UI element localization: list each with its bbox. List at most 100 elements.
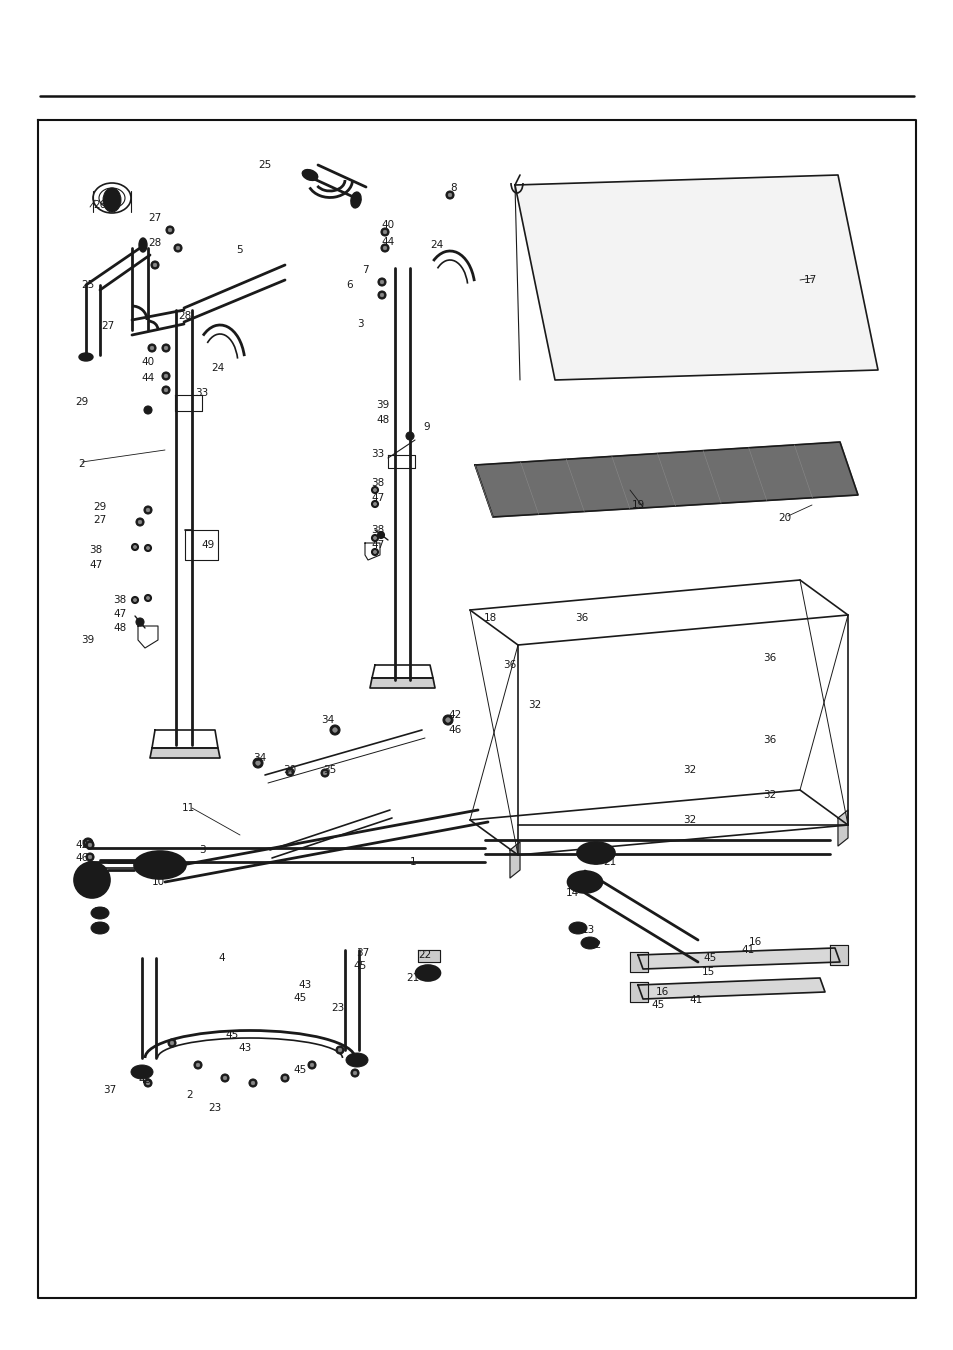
Polygon shape — [629, 952, 647, 972]
Circle shape — [286, 768, 294, 776]
Text: 45: 45 — [702, 953, 716, 963]
Circle shape — [335, 1046, 344, 1054]
Circle shape — [82, 869, 102, 890]
Circle shape — [406, 432, 414, 440]
Circle shape — [74, 863, 110, 898]
Polygon shape — [638, 948, 840, 969]
Circle shape — [371, 501, 378, 508]
Circle shape — [162, 386, 170, 394]
Text: 24: 24 — [430, 240, 443, 250]
Circle shape — [146, 508, 150, 512]
Circle shape — [164, 374, 168, 378]
Ellipse shape — [574, 875, 596, 890]
Circle shape — [383, 246, 386, 250]
Circle shape — [446, 190, 454, 198]
Text: 42: 42 — [75, 840, 89, 850]
Text: 19: 19 — [631, 500, 644, 510]
Text: 17: 17 — [802, 275, 816, 285]
Circle shape — [338, 1048, 341, 1052]
Circle shape — [380, 244, 389, 252]
Text: 10: 10 — [152, 878, 164, 887]
Text: 39: 39 — [81, 634, 94, 645]
Circle shape — [288, 771, 292, 774]
Text: 12: 12 — [93, 922, 107, 931]
Circle shape — [146, 408, 150, 412]
Circle shape — [86, 853, 94, 861]
Circle shape — [153, 263, 156, 267]
Text: 22: 22 — [418, 950, 431, 960]
Ellipse shape — [567, 871, 602, 892]
Ellipse shape — [133, 850, 186, 879]
Circle shape — [168, 228, 172, 232]
Text: 37: 37 — [103, 1085, 116, 1095]
Text: 48: 48 — [376, 414, 389, 425]
Circle shape — [351, 1069, 358, 1077]
Circle shape — [88, 844, 91, 846]
Ellipse shape — [577, 842, 615, 864]
Circle shape — [196, 1064, 199, 1066]
Text: 46: 46 — [448, 725, 461, 734]
Text: 32: 32 — [528, 701, 541, 710]
Circle shape — [380, 281, 383, 284]
Circle shape — [136, 518, 144, 526]
Text: 33: 33 — [195, 387, 209, 398]
Circle shape — [377, 278, 386, 286]
Circle shape — [86, 841, 94, 849]
Circle shape — [371, 486, 378, 494]
Text: 5: 5 — [236, 244, 243, 255]
Text: 45: 45 — [225, 1030, 238, 1040]
Text: 14: 14 — [565, 888, 578, 898]
Text: 38: 38 — [371, 525, 384, 535]
Polygon shape — [829, 945, 847, 965]
Text: 16: 16 — [655, 987, 668, 998]
Polygon shape — [150, 748, 220, 757]
Text: 33: 33 — [371, 450, 384, 459]
Text: 43: 43 — [238, 1044, 252, 1053]
Text: 34: 34 — [253, 753, 266, 763]
Circle shape — [150, 346, 153, 350]
Polygon shape — [417, 950, 439, 963]
Circle shape — [144, 406, 152, 414]
Text: 32: 32 — [682, 815, 696, 825]
Circle shape — [448, 193, 452, 197]
Text: 21: 21 — [406, 973, 419, 983]
Circle shape — [88, 876, 96, 884]
Text: 25: 25 — [81, 279, 94, 290]
Text: 4: 4 — [218, 953, 225, 963]
Text: 13: 13 — [93, 907, 107, 917]
Circle shape — [251, 1081, 254, 1085]
Text: 11: 11 — [181, 803, 194, 813]
Text: 12: 12 — [573, 873, 586, 883]
Ellipse shape — [583, 846, 608, 860]
Ellipse shape — [139, 238, 147, 252]
Text: 1: 1 — [409, 857, 416, 867]
Circle shape — [323, 771, 327, 775]
Text: 39: 39 — [376, 400, 389, 410]
Polygon shape — [475, 441, 857, 517]
Text: 29: 29 — [93, 502, 107, 512]
Text: 31: 31 — [81, 880, 94, 890]
Text: 36: 36 — [762, 653, 776, 663]
Text: 49: 49 — [201, 540, 214, 549]
Text: 6: 6 — [346, 279, 353, 290]
Text: 23: 23 — [208, 1103, 221, 1112]
Circle shape — [333, 728, 337, 732]
Text: 7: 7 — [361, 265, 368, 275]
Text: 45: 45 — [353, 961, 366, 971]
Circle shape — [164, 346, 168, 350]
Circle shape — [168, 1040, 175, 1048]
Text: 15: 15 — [700, 967, 714, 977]
Ellipse shape — [346, 1053, 368, 1066]
Circle shape — [136, 618, 144, 626]
Text: 2: 2 — [187, 1089, 193, 1100]
Circle shape — [255, 761, 260, 765]
Text: 38: 38 — [371, 478, 384, 487]
Circle shape — [330, 725, 339, 734]
Text: 47: 47 — [113, 609, 127, 620]
Text: 37: 37 — [356, 948, 369, 958]
Text: 32: 32 — [762, 790, 776, 801]
Text: 46: 46 — [75, 853, 89, 863]
Circle shape — [283, 1076, 287, 1080]
Circle shape — [373, 502, 376, 506]
Text: 8: 8 — [450, 184, 456, 193]
